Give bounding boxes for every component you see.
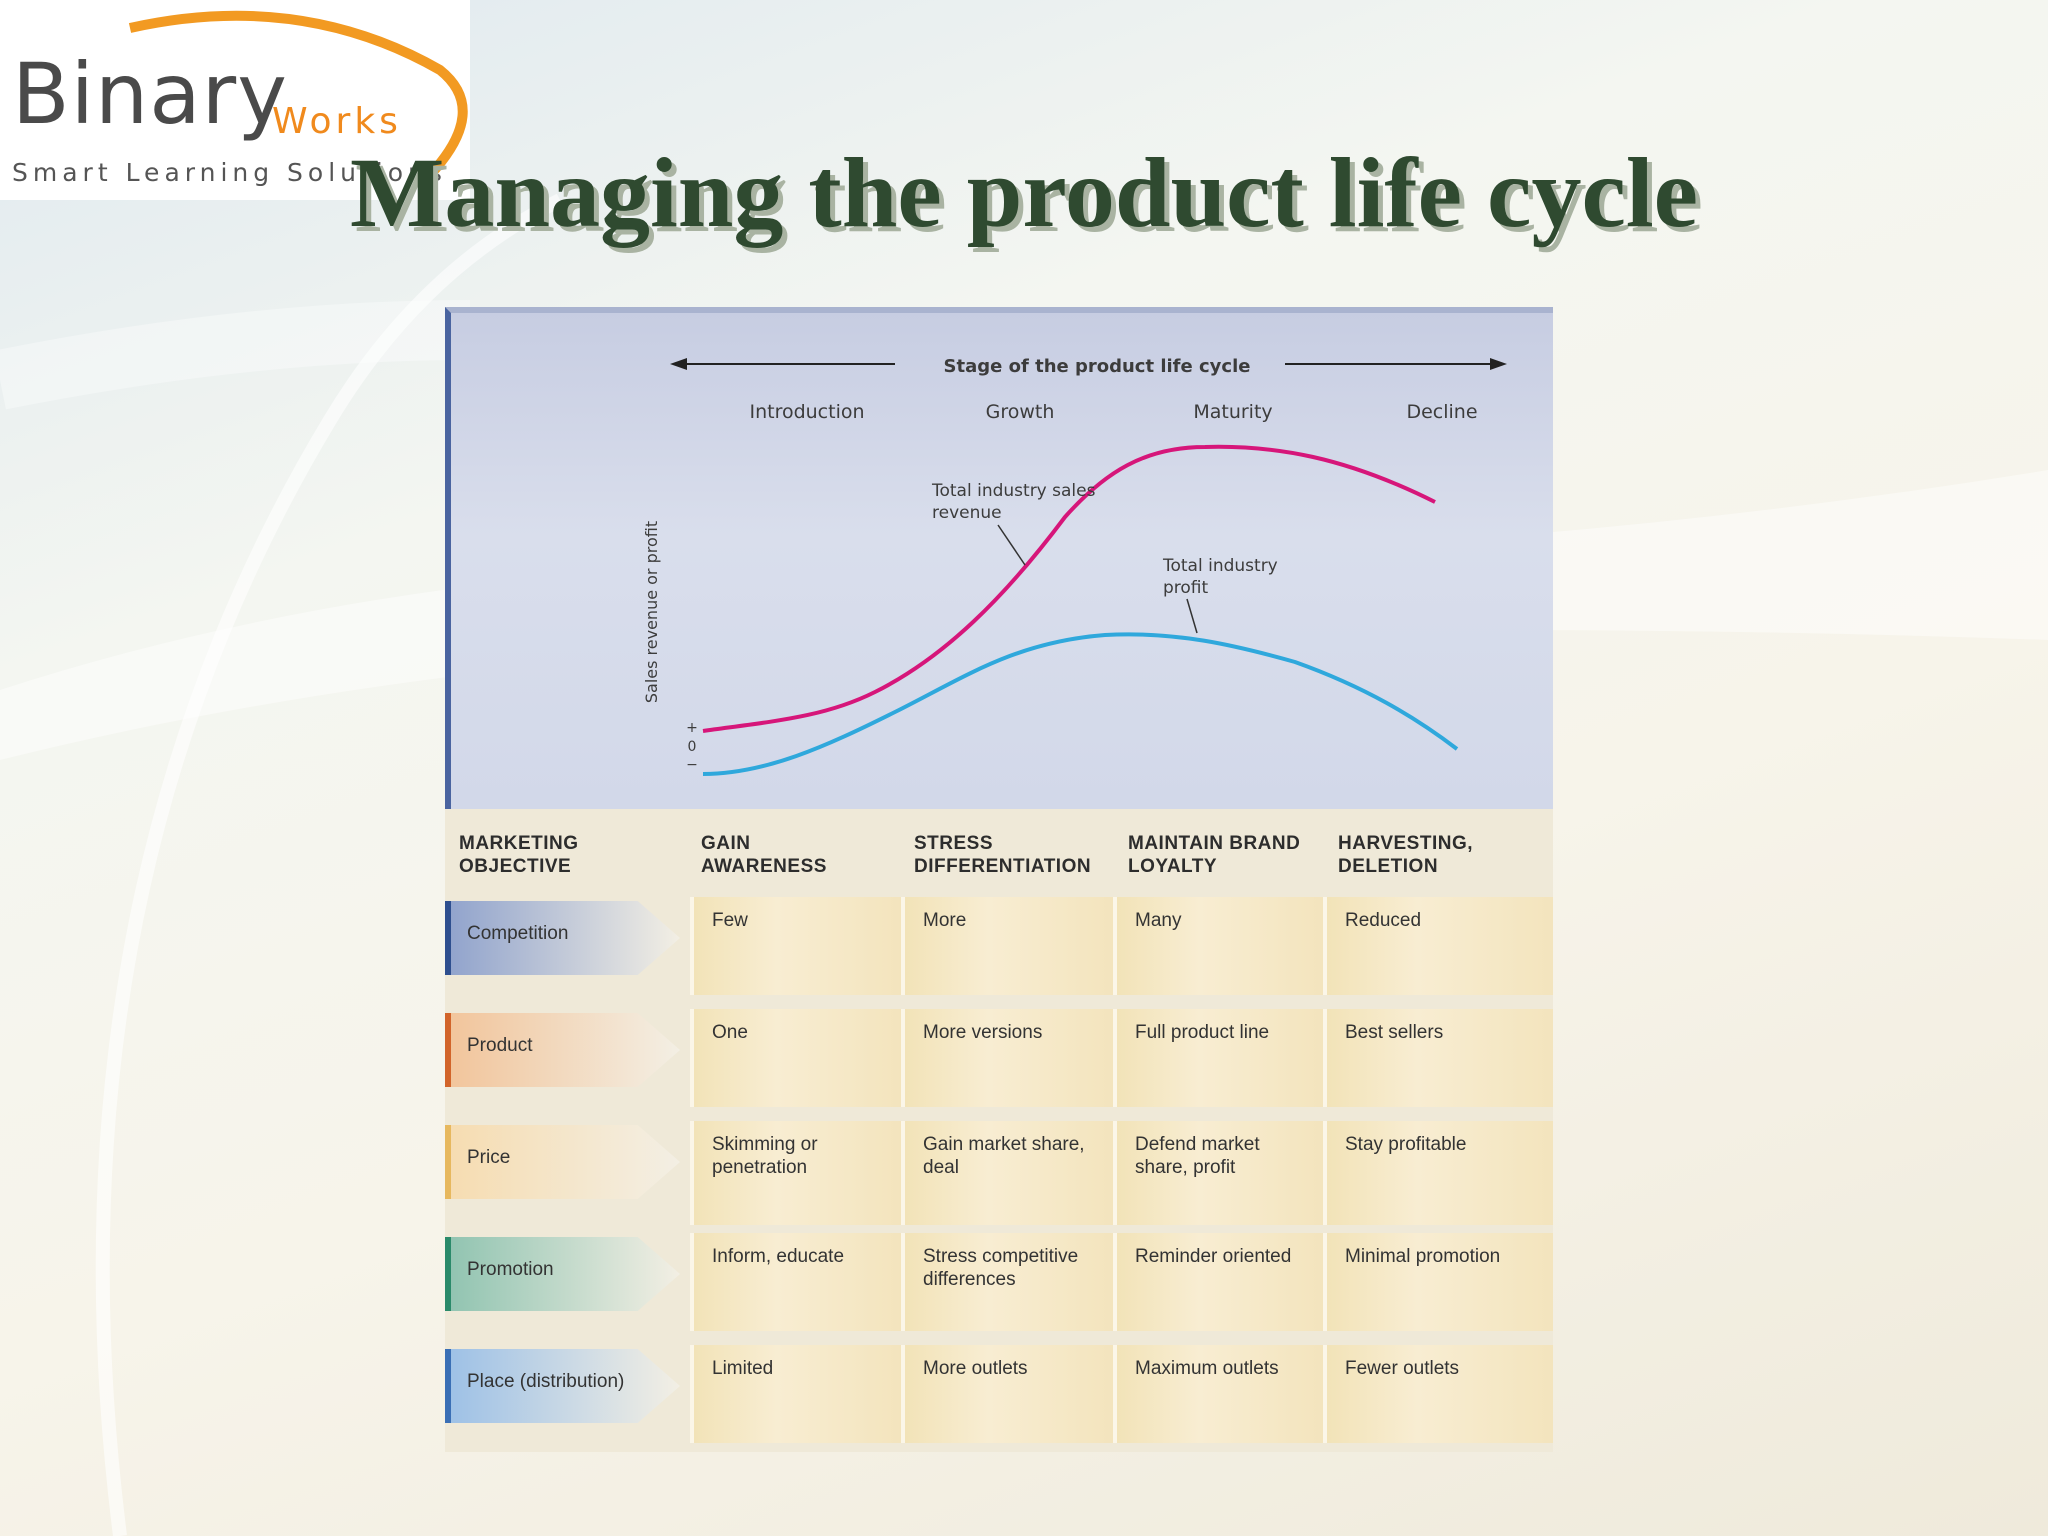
company-logo: Binary Works Smart Learning Solutions — [0, 0, 470, 200]
table-row: Place (distribution) Limited More outlets M… — [445, 1345, 1553, 1443]
objective-introduction: GAIN AWARENESS — [701, 833, 827, 877]
row-label-color-bar — [445, 1237, 451, 1311]
table-cell: Few — [690, 897, 901, 995]
table-cell: Limited — [690, 1345, 901, 1443]
profit-series-label: Total industry profit — [1162, 556, 1278, 598]
table-row: Competition Few More Many Reduced — [445, 897, 1553, 995]
stage-label-decline: Decline — [1406, 401, 1477, 423]
row-label-arrow: Place (distribution) — [445, 1349, 680, 1423]
table-cell: Gain market share, deal — [901, 1121, 1113, 1225]
row-label: Price — [467, 1147, 511, 1168]
objective-maturity: MAINTAIN BRAND LOYALTY — [1128, 833, 1301, 877]
profit-line — [702, 632, 1459, 776]
table-cell: Fewer outlets — [1323, 1345, 1553, 1443]
row-label-color-bar — [445, 1013, 451, 1087]
table-cell: More — [901, 897, 1113, 995]
table-row: Promotion Inform, educate Stress competiti… — [445, 1233, 1553, 1331]
table-cell: One — [690, 1009, 901, 1107]
table-cell: Maximum outlets — [1113, 1345, 1323, 1443]
table-cell: Stay profitable — [1323, 1121, 1553, 1225]
y-mark-zero: 0 — [688, 739, 697, 755]
stage-arrowhead-left — [670, 358, 687, 370]
table-cell: Inform, educate — [690, 1233, 901, 1331]
stage-arrowhead-right — [1490, 358, 1507, 370]
row-label-color-bar — [445, 901, 451, 975]
row-label: Product — [467, 1035, 533, 1056]
row-label: Competition — [467, 923, 569, 944]
logo-wordmark: Binary — [12, 45, 288, 143]
logo-accent: Works — [272, 101, 402, 142]
table-cell: Reduced — [1323, 897, 1553, 995]
row-label-arrow: Promotion — [445, 1237, 680, 1311]
table-cell: Minimal promotion — [1323, 1233, 1553, 1331]
row-label: Place (distribution) — [467, 1371, 625, 1392]
table-cell: More outlets — [901, 1345, 1113, 1443]
table-cell: Reminder oriented — [1113, 1233, 1323, 1331]
table-cell: Full product line — [1113, 1009, 1323, 1107]
logo-tagline: Smart Learning Solutions — [12, 158, 447, 187]
table-cell: More versions — [901, 1009, 1113, 1107]
profit-label-leader — [1186, 598, 1198, 634]
row-label-color-bar — [445, 1125, 451, 1199]
objective-decline: HARVESTING, DELETION — [1338, 833, 1474, 877]
table-cell: Stress competitive differences — [901, 1233, 1113, 1331]
sales-label-leader — [997, 524, 1026, 566]
row-label-arrow: Competition — [445, 901, 680, 975]
table-row: Price Skimming or penetration Gain market … — [445, 1121, 1553, 1225]
table-cell: Best sellers — [1323, 1009, 1553, 1107]
marketing-objective-header: MARKETING OBJECTIVE — [459, 833, 579, 877]
stage-label-introduction: Introduction — [749, 401, 864, 423]
life-cycle-chart: Stage of the product life cycle Introduc… — [642, 356, 1507, 776]
objective-growth: STRESS DIFFERENTIATION — [914, 833, 1092, 877]
row-label-arrow: Product — [445, 1013, 680, 1087]
stage-label-growth: Growth — [986, 401, 1055, 423]
product-life-cycle-figure: Stage of the product life cycle Introduc… — [445, 307, 1553, 1452]
chart-title: Stage of the product life cycle — [944, 356, 1251, 377]
sales-series-label: Total industry sales revenue — [931, 481, 1096, 523]
slide-title: Managing the product life cycle — [350, 137, 1698, 248]
y-mark-minus: − — [686, 757, 698, 773]
table-cell: Many — [1113, 897, 1323, 995]
sales-revenue-line — [702, 444, 1436, 733]
table-cell: Defend market share, profit — [1113, 1121, 1323, 1225]
y-axis-label: Sales revenue or profit — [642, 521, 661, 703]
row-label-arrow: Price — [445, 1125, 680, 1199]
row-label-color-bar — [445, 1349, 451, 1423]
y-mark-plus: + — [686, 720, 698, 736]
life-cycle-chart-panel — [445, 307, 1553, 809]
stage-label-maturity: Maturity — [1193, 401, 1272, 423]
table-row: Product One More versions Full product line… — [445, 1009, 1553, 1107]
row-label: Promotion — [467, 1259, 554, 1280]
table-cell: Skimming or penetration — [690, 1121, 901, 1225]
